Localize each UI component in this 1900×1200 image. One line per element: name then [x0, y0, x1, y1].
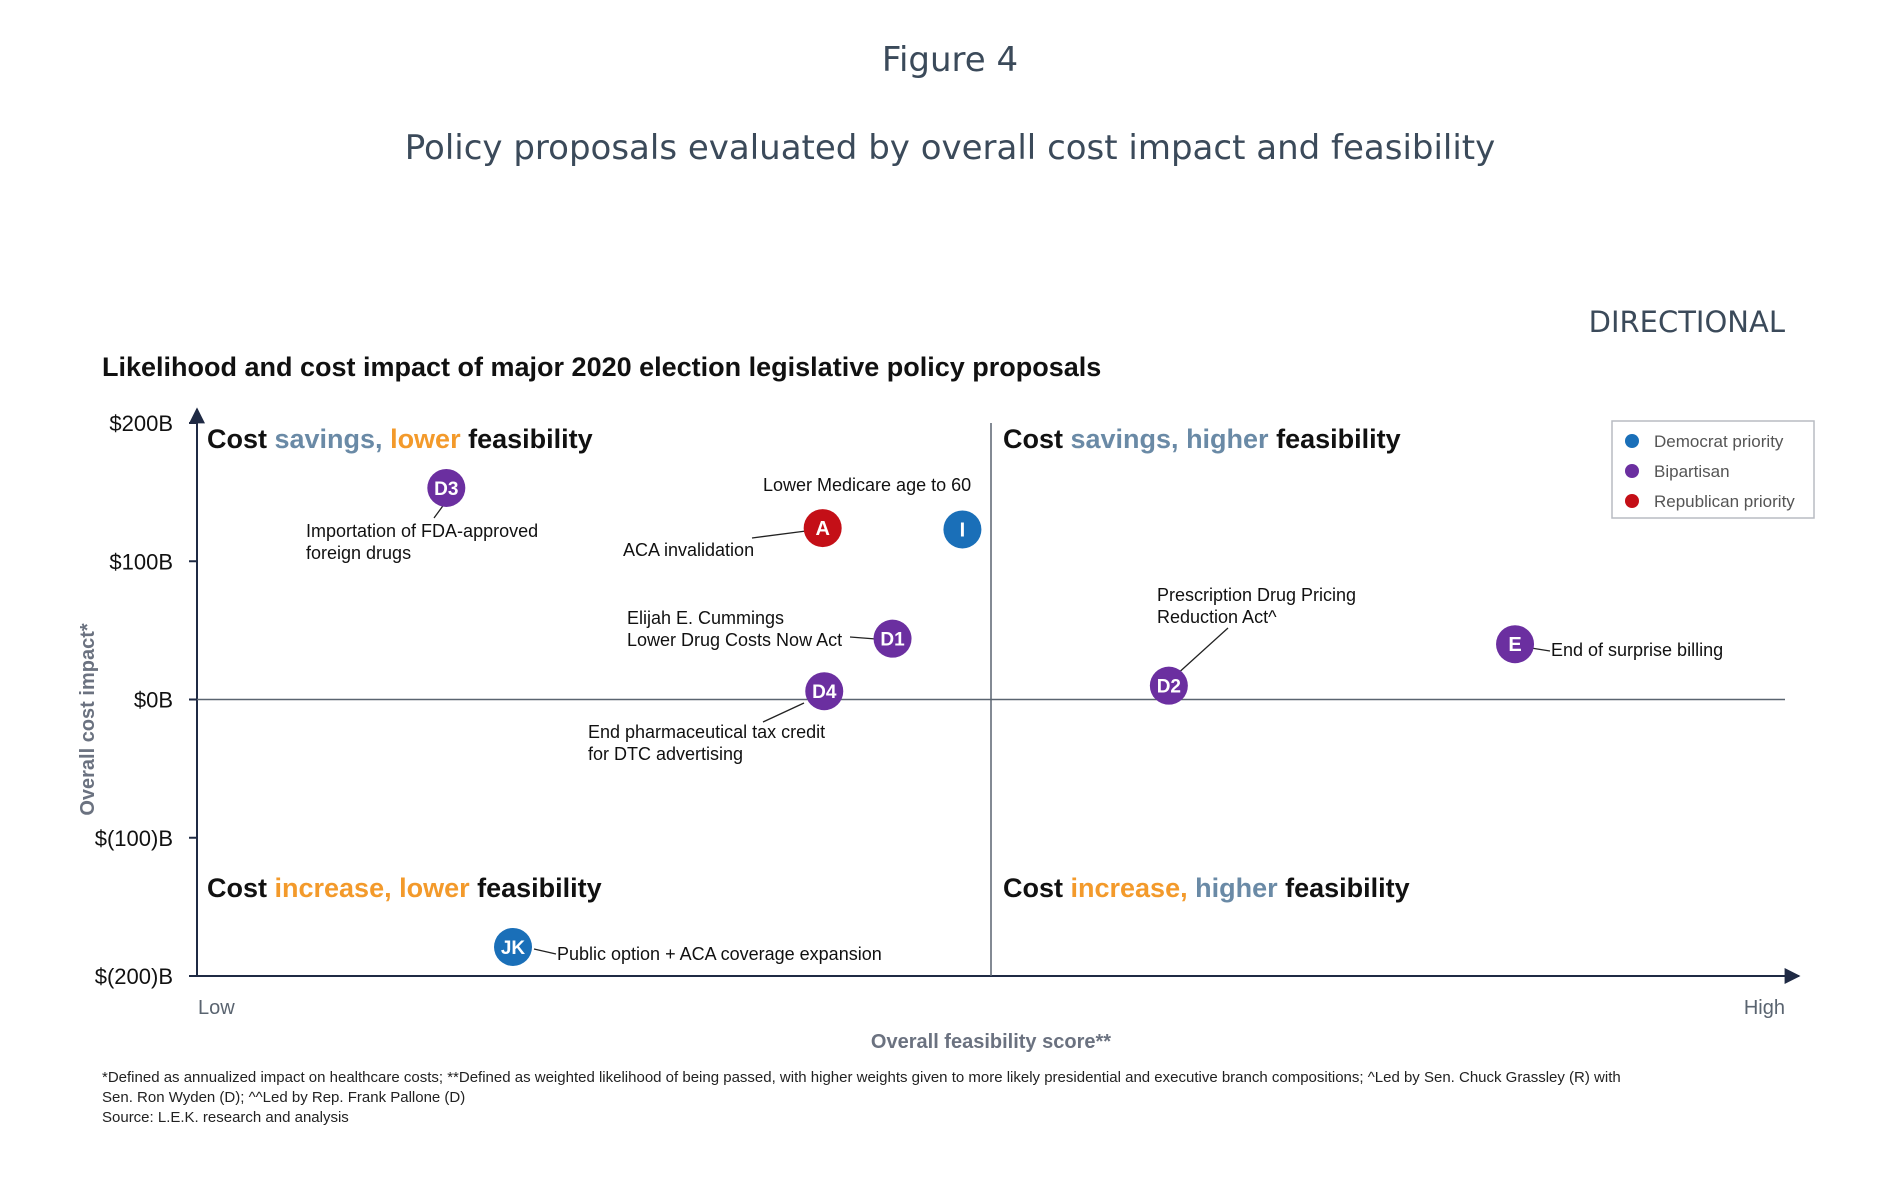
point-marker-i [943, 510, 982, 549]
point-annotation: End pharmaceutical tax credit [588, 722, 825, 742]
point-marker-d4 [805, 672, 844, 711]
y-axis-label: Overall cost impact* [77, 623, 99, 816]
x-tick-label: Low [198, 997, 235, 1019]
legend-label: Democrat priority [1654, 432, 1784, 451]
figure-subtitle: Policy proposals evaluated by overall co… [404, 128, 1496, 168]
footnote-line: *Defined as annualized impact on healthc… [102, 1069, 1621, 1086]
point-id-label: JK [501, 938, 526, 959]
point-id-label: D4 [812, 682, 837, 703]
point-annotation: Reduction Act^ [1157, 607, 1277, 627]
footnotes: *Defined as annualized impact on healthc… [102, 1068, 1802, 1128]
point-annotation: Lower Drug Costs Now Act [627, 630, 842, 650]
point-id-label: I [960, 519, 966, 541]
legend-box [1611, 420, 1815, 519]
y-tick-label: $0B [134, 688, 173, 713]
point-id-label: D1 [880, 630, 905, 651]
y-tick-label: $(200)B [95, 964, 173, 989]
y-tick-label: $(100)B [95, 826, 173, 851]
x-tick-label: High [1744, 997, 1785, 1019]
point-marker-d2 [1149, 666, 1188, 705]
y-tick-label: $100B [109, 549, 173, 574]
leader-line [751, 530, 807, 539]
point-annotation: Lower Medicare age to 60 [763, 475, 971, 495]
point-id-label: E [1508, 634, 1521, 656]
point-marker-jk [494, 927, 533, 966]
footnote-line: Source: L.E.K. research and analysis [102, 1109, 349, 1126]
leader-line [533, 948, 557, 955]
x-axis-label: Overall feasibility score** [871, 1031, 1111, 1053]
leader-line [762, 702, 805, 723]
point-annotation: End of surprise billing [1551, 640, 1723, 660]
legend-label: Republican priority [1654, 492, 1795, 511]
footnote-line: Sen. Ron Wyden (D); ^^Led by Rep. Frank … [102, 1089, 466, 1106]
quadrant-label-bottom-right: Cost increase, higher feasibility [1003, 873, 1410, 903]
point-marker-a [803, 509, 842, 548]
legend-marker-democrat [1625, 434, 1639, 448]
figure-label: Figure 4 [881, 40, 1019, 80]
quadrant-label-bottom-left: Cost increase, lower feasibility [207, 873, 602, 903]
point-annotation: Elijah E. Cummings [627, 608, 784, 628]
leader-line [1174, 627, 1229, 677]
leader-line [1530, 647, 1551, 652]
quadrant-label-top-right: Cost savings, higher feasibility [1003, 424, 1401, 454]
quadrant-label-top-left: Cost savings, lower feasibility [207, 424, 593, 454]
legend-marker-republican [1625, 494, 1639, 508]
point-annotation: for DTC advertising [588, 744, 743, 764]
point-marker-d1 [873, 619, 912, 658]
chart-title: Likelihood and cost impact of major 2020… [102, 352, 1102, 382]
point-id-label: D2 [1157, 677, 1181, 698]
point-marker-e [1496, 625, 1535, 664]
point-annotation: foreign drugs [306, 543, 411, 563]
leader-line [849, 636, 877, 640]
point-id-label: D3 [434, 479, 458, 500]
point-annotation: Prescription Drug Pricing [1157, 585, 1356, 605]
directional-label: DIRECTIONAL [1588, 305, 1785, 339]
point-marker-d3 [427, 468, 466, 507]
y-tick-label: $200B [109, 411, 173, 436]
legend-marker-bipartisan [1625, 464, 1639, 478]
point-annotation: Public option + ACA coverage expansion [557, 944, 882, 964]
point-annotation: Importation of FDA-approved [306, 521, 538, 541]
point-id-label: A [815, 518, 829, 540]
point-annotation: ACA invalidation [623, 540, 754, 560]
legend-label: Bipartisan [1654, 462, 1730, 481]
